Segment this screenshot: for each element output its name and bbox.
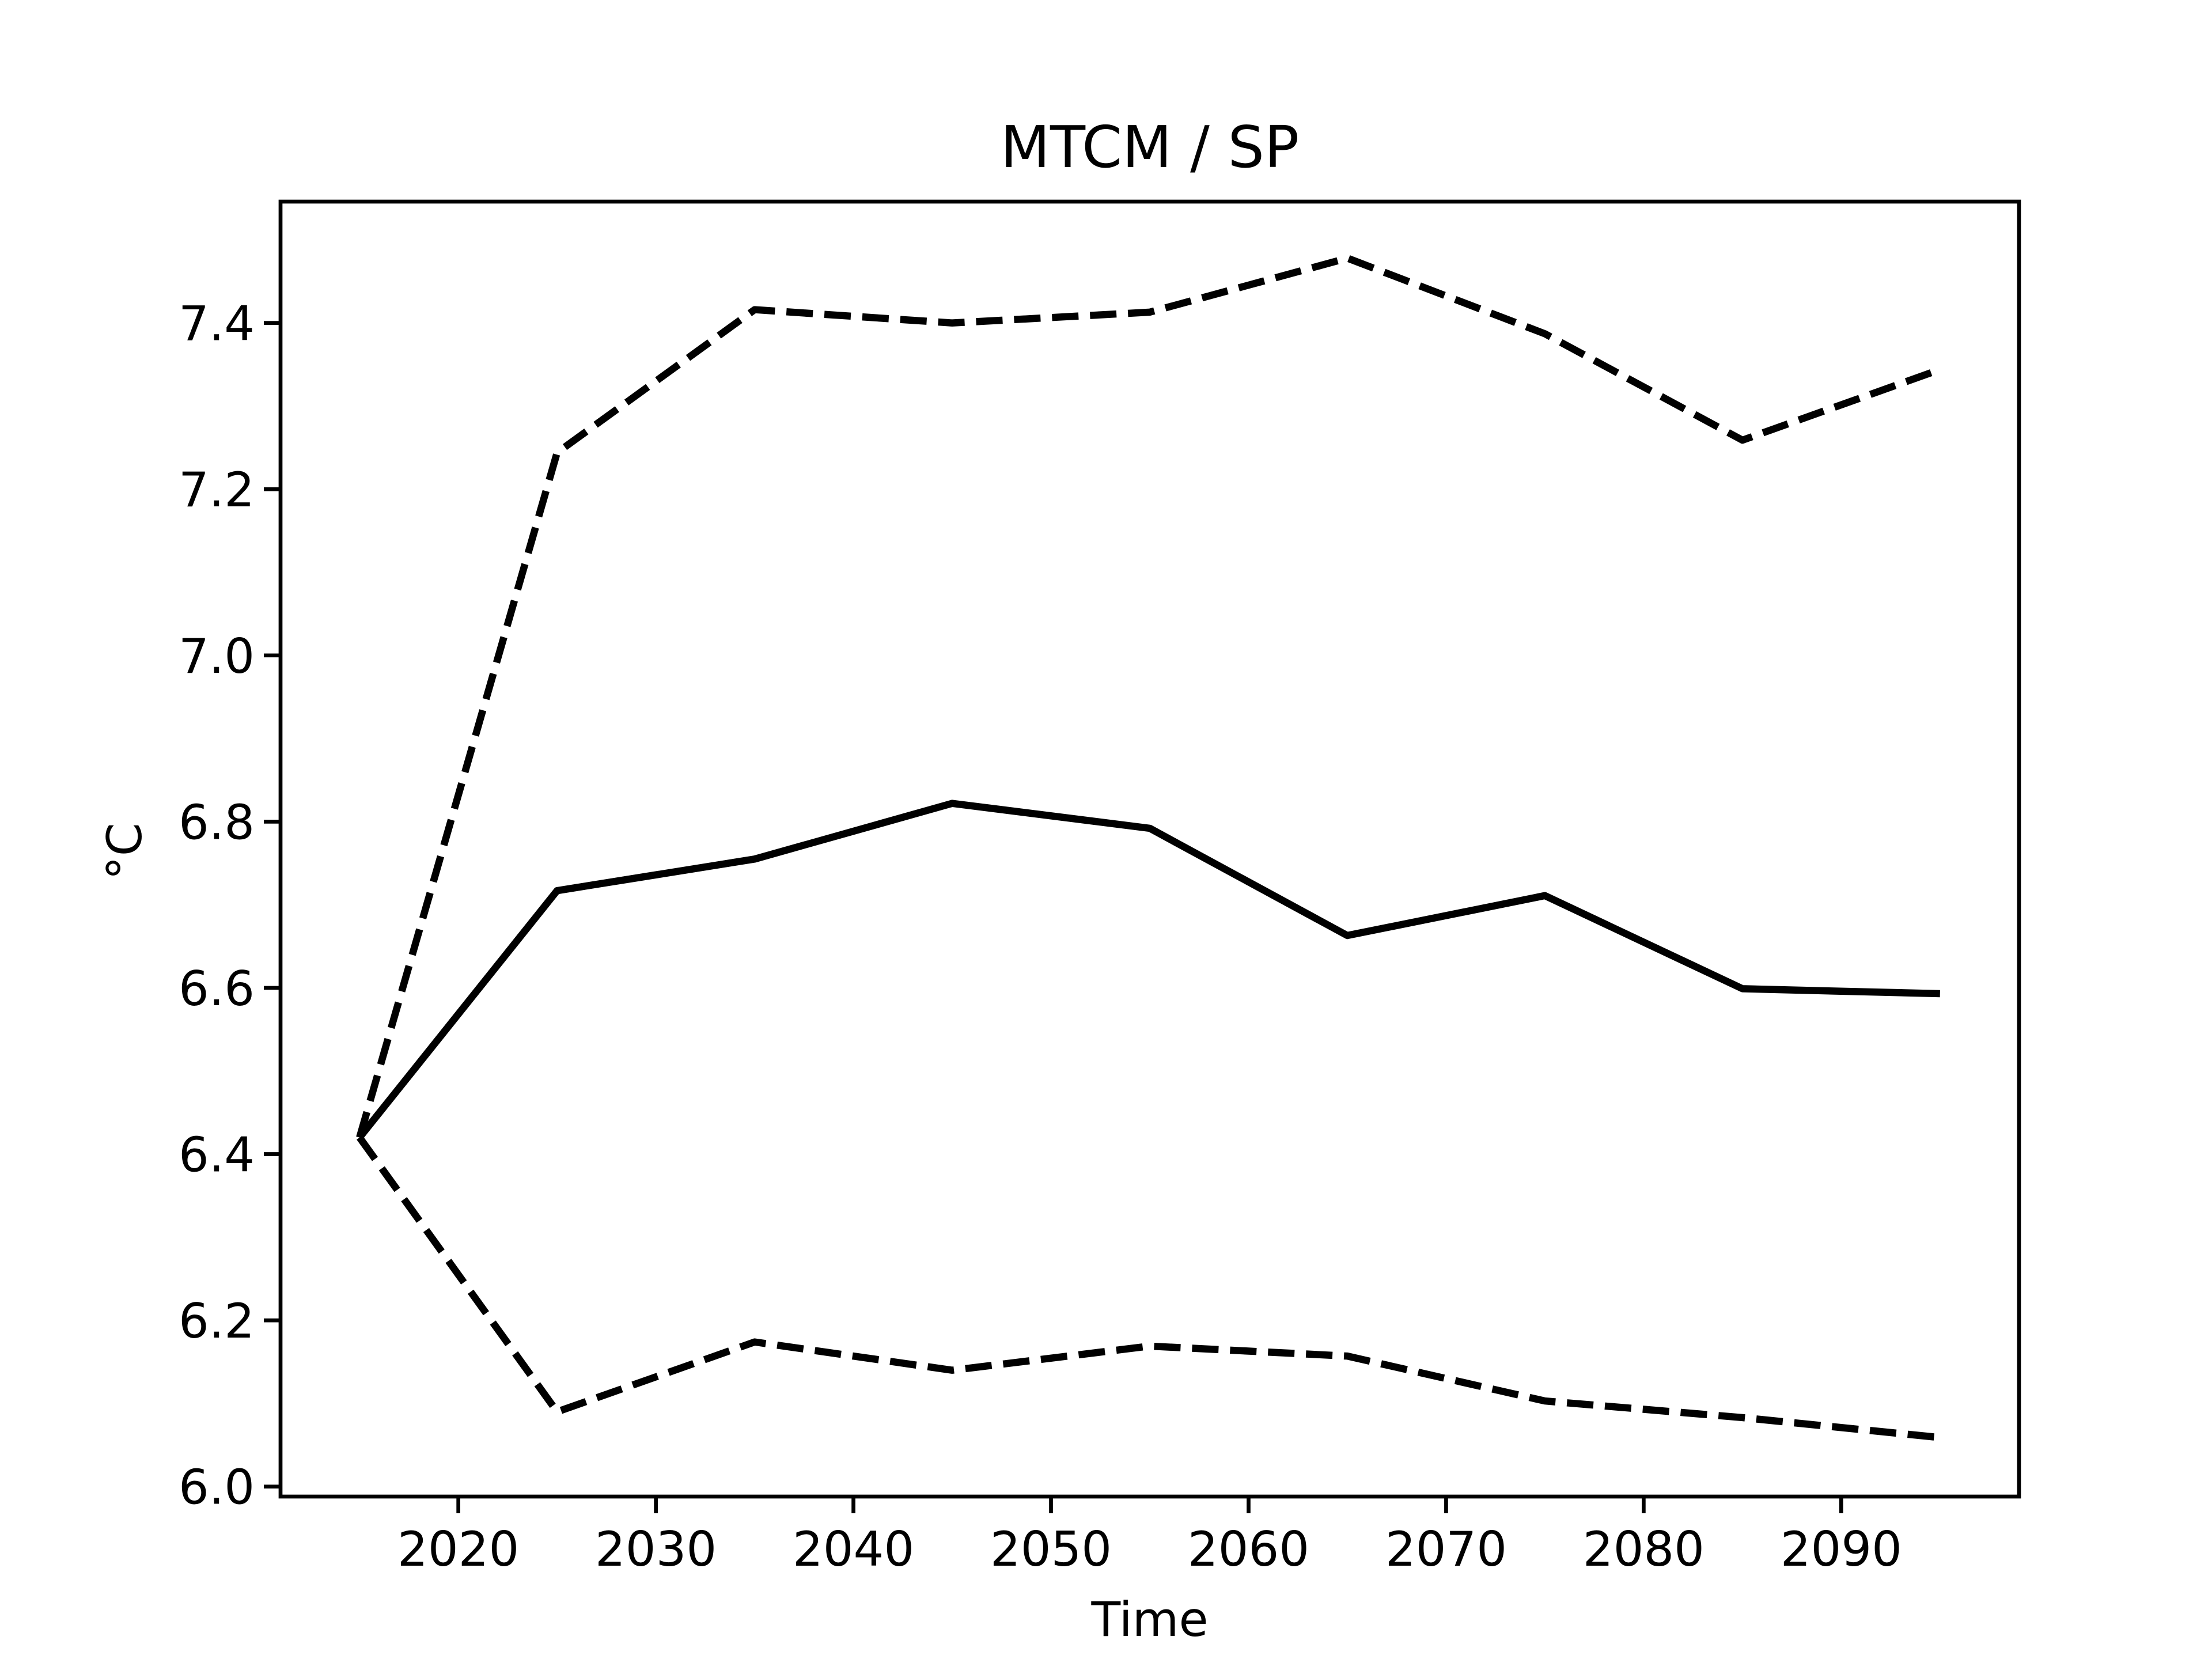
x-tick-label: 2020	[397, 1521, 519, 1577]
y-axis-label: °C	[97, 823, 153, 880]
x-tick-label: 2050	[990, 1521, 1112, 1577]
x-tick-label: 2070	[1385, 1521, 1507, 1577]
x-tick-label: 2030	[595, 1521, 717, 1577]
y-tick-label: 6.6	[179, 961, 255, 1017]
series-line	[356, 254, 1941, 1139]
series-line	[357, 800, 1940, 1140]
y-tick-label: 6.8	[179, 794, 255, 850]
x-tick-label: 2080	[1583, 1521, 1705, 1577]
y-tick-label: 7.2	[179, 462, 255, 518]
x-axis-label: Time	[1090, 1592, 1208, 1647]
y-tick-label: 6.4	[179, 1127, 255, 1183]
x-tick-label: 2090	[1781, 1521, 1902, 1577]
y-tick-label: 6.0	[179, 1460, 255, 1516]
y-tick-label: 6.2	[179, 1293, 255, 1349]
y-tick-label: 7.4	[179, 296, 255, 352]
y-tick-label: 7.0	[179, 628, 255, 684]
x-tick-label: 2040	[793, 1521, 914, 1577]
chart-title: MTCM / SP	[1001, 113, 1300, 181]
x-tick-label: 2060	[1188, 1521, 1309, 1577]
plot-frame	[278, 199, 2021, 1499]
series-line	[357, 1135, 1941, 1441]
